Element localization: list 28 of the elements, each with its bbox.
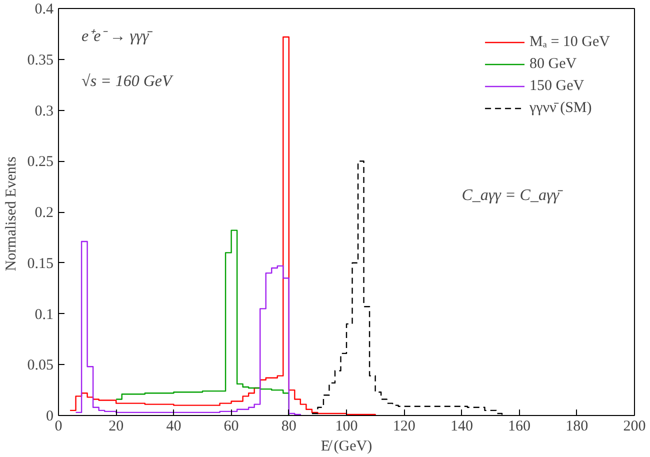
x-tick-label: 140: [450, 418, 473, 434]
x-tick-label: 20: [108, 418, 124, 434]
x-tick-label: 100: [335, 418, 358, 434]
x-tick-label: 80: [281, 418, 296, 434]
y-axis-title: Normalised Events: [3, 156, 20, 272]
annotation: e⁺e⁻ → γγγ̄: [82, 28, 153, 46]
y-tick-label: 0.35: [27, 52, 54, 68]
x-tick-label: 40: [166, 418, 182, 434]
x-tick-label: 120: [392, 418, 416, 434]
y-tick-label: 0.05: [27, 358, 54, 374]
x-tick-label: 200: [623, 418, 646, 434]
x-axis-title: E̸ (GeV): [320, 438, 372, 454]
y-tick-label: 0.1: [34, 306, 54, 323]
annotation: √s = 160 GeV: [82, 72, 174, 90]
y-tick-label: 0.4: [34, 2, 54, 18]
legend-label: 80 GeV: [530, 56, 577, 72]
y-tick-label: 0: [46, 408, 54, 424]
legend-label: Mₐ = 10 GeV: [530, 34, 610, 50]
y-tick-label: 0.25: [27, 154, 54, 170]
x-tick-label: 60: [224, 418, 239, 434]
y-tick-label: 0.15: [27, 256, 54, 272]
x-tick-label: 180: [566, 418, 588, 434]
y-tick-label: 0.3: [34, 103, 54, 120]
legend-label: 150 GeV: [530, 78, 584, 94]
annotation: C_aγγ = C_aγγ̄: [462, 186, 564, 204]
y-tick-label: 0.2: [34, 205, 54, 221]
x-tick-label: 160: [508, 418, 531, 434]
legend-label: γγνν̄ (SM): [530, 100, 592, 116]
